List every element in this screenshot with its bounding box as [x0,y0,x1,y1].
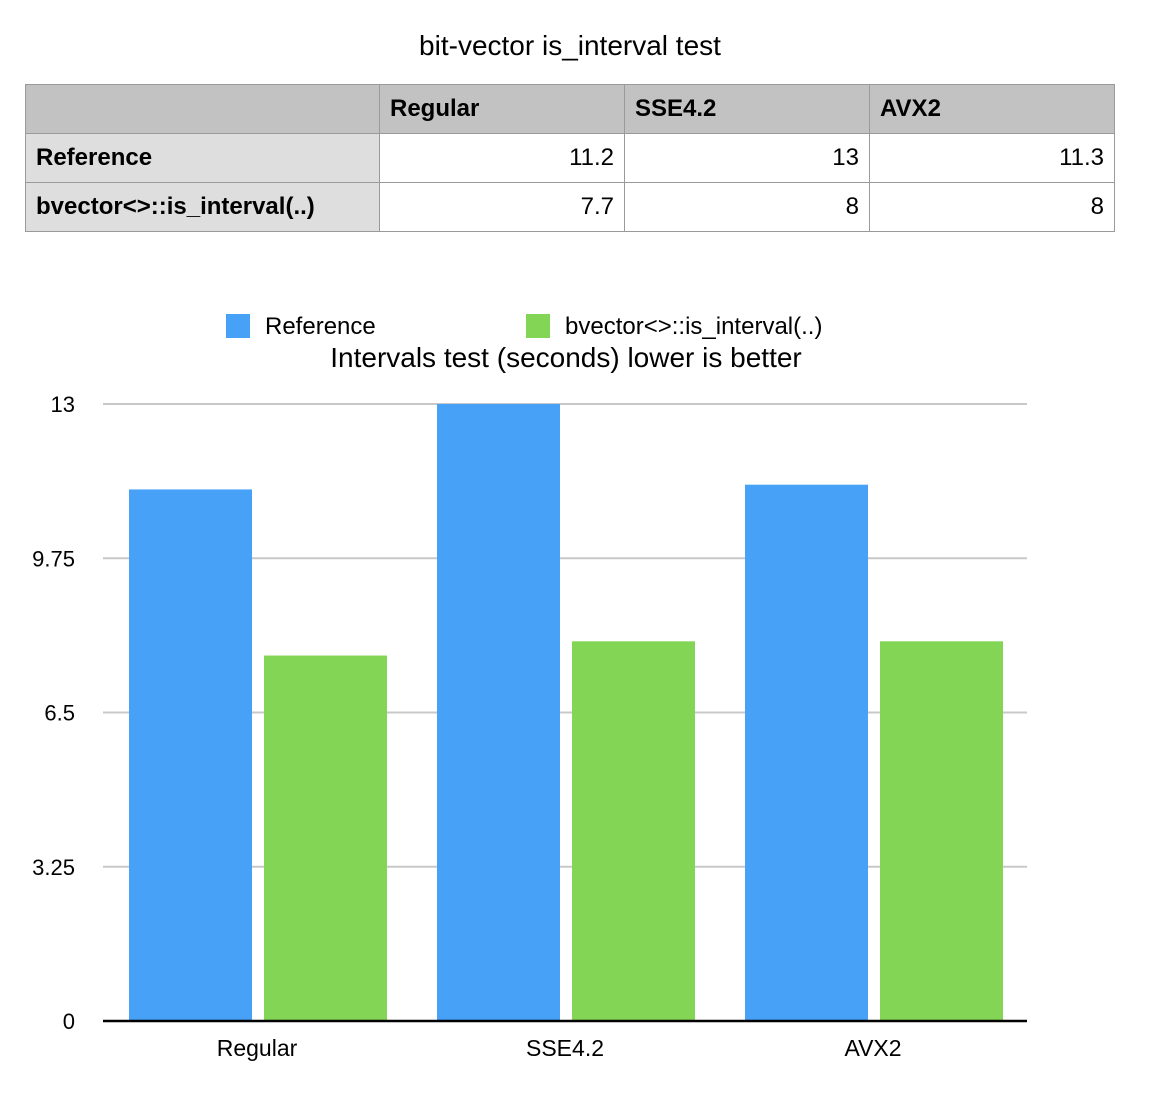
legend-swatch [526,314,550,338]
table-row: Reference 11.2 13 11.3 [25,133,1115,183]
table-cell: 13 [624,133,870,183]
bar [264,655,387,1021]
bar [129,489,252,1021]
y-tick-label: 0 [63,1009,75,1034]
legend-swatch [226,314,250,338]
bar [880,641,1003,1021]
table-title: bit-vector is_interval test [419,30,721,61]
table-cell: 8 [869,182,1115,232]
y-tick-label: 6.5 [44,701,75,726]
y-tick-label: 9.75 [32,546,75,571]
chart-title: Intervals test (seconds) lower is better [330,342,802,373]
legend-label: Reference [265,313,376,340]
table-header-row: Regular SSE4.2 AVX2 [25,84,1115,134]
table-cell: 8 [624,182,870,232]
table-row: bvector<>::is_interval(..) 7.7 8 8 [25,182,1115,232]
table-cell: 11.2 [379,133,625,183]
table-cell: 7.7 [379,182,625,232]
legend-label: bvector<>::is_interval(..) [565,313,822,340]
table-header-corner [25,84,380,134]
y-tick-label: 3.25 [32,855,75,880]
bar [572,641,695,1021]
x-tick-label: Regular [217,1035,298,1061]
table-cell: 11.3 [869,133,1115,183]
table-row-label: Reference [25,133,380,183]
bar [437,404,560,1021]
data-table: Regular SSE4.2 AVX2 Reference 11.2 13 11… [25,84,1115,232]
table-row-label: bvector<>::is_interval(..) [25,182,380,232]
x-tick-label: SSE4.2 [526,1035,604,1061]
table-header-regular: Regular [379,84,625,134]
x-tick-label: AVX2 [844,1035,901,1061]
y-tick-label: 13 [51,392,75,417]
bar [745,484,868,1022]
table-header-avx2: AVX2 [869,84,1115,134]
